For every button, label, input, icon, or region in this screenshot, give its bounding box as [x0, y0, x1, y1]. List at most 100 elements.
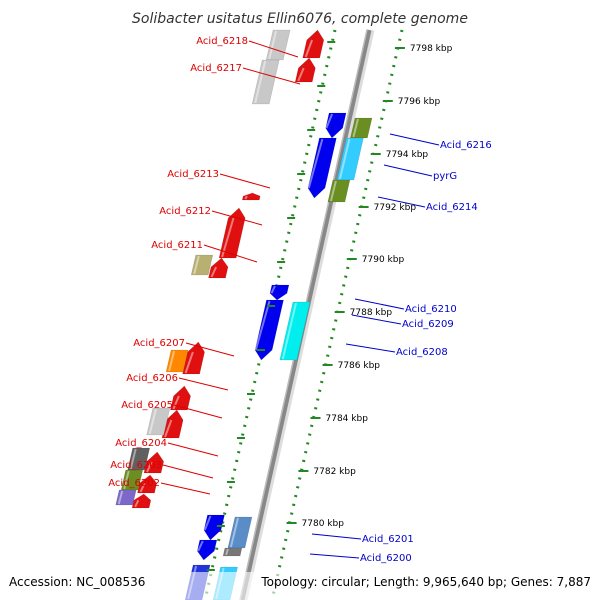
gene-label-forward: Acid_6211 [151, 240, 203, 251]
gene-label-forward: Acid_6203 [110, 460, 162, 471]
gene-block-rev-6201-a [203, 514, 225, 541]
gene-block-fwd-6206-a [170, 385, 191, 411]
gene-block-rev-pyrG [336, 137, 364, 181]
gene-block-shine-rev-6210 [270, 285, 276, 294]
gene-block-rev-6216-c [350, 117, 373, 139]
gene-block-shine-fwd-6207-a [184, 351, 194, 374]
gene-block-rev-6208 [279, 301, 311, 361]
gene-block-fwd-6218-b [294, 57, 316, 83]
leader-line-reverse [377, 196, 426, 208]
topology-text: Topology: circular; Length: 9,965,640 bp… [260, 575, 591, 589]
gene-block-rev-6214 [327, 179, 351, 203]
kbp-tick-label: 7786 kbp [338, 361, 381, 371]
gene-block-fwd-grey-b [251, 59, 280, 105]
gene-block-shine-fwd-6205 [148, 408, 157, 435]
gene-block-fwd-6218-a [302, 29, 325, 59]
gene-block-shine-fwd-6212 [221, 217, 235, 258]
leader-line-forward [162, 464, 214, 479]
gene-block-shine-rev-6208 [281, 302, 297, 360]
gene-label-reverse: Acid_6200 [360, 553, 412, 564]
leader-line-forward [219, 173, 271, 189]
gene-block-shine-rev-6200 [197, 540, 204, 552]
gene-block-fwd-6202-a [131, 493, 152, 509]
leader-line-reverse [389, 133, 440, 146]
leader-line-reverse [383, 164, 433, 177]
gene-block-fwd-6206-b [161, 409, 184, 439]
gene-label-reverse: Acid_6201 [362, 534, 414, 545]
kbp-tick-label: 7796 kbp [398, 97, 441, 107]
gene-features [115, 29, 373, 600]
gene-block-fwd-6202-b [115, 489, 137, 506]
leader-line-forward [203, 244, 258, 263]
gene-block-shine-fwd-6203 [123, 470, 130, 490]
gene-label-reverse: Acid_6208 [396, 347, 448, 358]
gene-block-fwd-6204-b [137, 474, 158, 494]
gene-block-shine-rev-6216-b [307, 138, 324, 189]
gene-block-rev-6209 [254, 299, 284, 361]
leader-line-reverse [351, 314, 402, 325]
leader-line-forward [211, 210, 263, 226]
gene-block-shine-rev-6216-a [325, 113, 334, 129]
kbp-tick-label: 7782 kbp [313, 467, 356, 477]
gene-label-forward: Acid_6212 [159, 206, 211, 217]
gene-block-shine-fwd-6206-b [164, 419, 173, 438]
gene-block-rev-6216-a [325, 112, 347, 139]
footer-backdrop [0, 572, 600, 600]
leader-line-forward [248, 40, 299, 58]
right-ruler-line [270, 29, 404, 600]
gene-block-fwd-6211-b [190, 254, 214, 276]
gene-block-shine-fwd-6213 [244, 195, 248, 200]
gene-block-shine-fwd-6211-a [210, 266, 218, 278]
leader-line-reverse [311, 533, 362, 540]
gene-block-shine-rev-6201-b [229, 517, 239, 548]
gene-block-shine-rev-6216-c [352, 118, 359, 138]
gene-block-shine-fwd-6207-b [168, 350, 176, 372]
accession-text: Accession: NC_008536 [9, 575, 145, 589]
leader-line-forward [178, 377, 229, 391]
gene-block-fwd-6204-c [127, 447, 151, 471]
ruler-ticks: 7798 kbp 7796 kbp 7794 kbp 7792 kbp 7790 kbp… [206, 41, 453, 571]
leader-line-reverse [309, 553, 360, 559]
gene-label-reverse: Acid_6214 [426, 202, 478, 213]
leader-line-forward [185, 342, 235, 357]
gene-label-forward: Acid_6205 [121, 400, 173, 411]
gene-block-rev-6216-b [307, 137, 337, 199]
gene-label-forward: Acid_6218 [196, 36, 248, 47]
gene-labels: Acid_6218 Acid_6217 Acid_6213 Acid_6212 Acid… [108, 36, 492, 564]
map-title: Solibacter usitatus Ellin6076, complete … [132, 11, 468, 27]
gene-block-shine-fwd-6206-a [172, 395, 180, 410]
gene-block-rev-6201-c [222, 547, 243, 557]
gene-block-fwd-6204-a [143, 451, 165, 474]
gene-label-forward: Acid_6207 [133, 338, 185, 349]
leader-line-forward [242, 67, 301, 85]
gene-block-shine-fwd-grey-b [254, 60, 267, 104]
gene-label-forward: Acid_6213 [167, 169, 219, 180]
gene-block-shine-rev-6201-a [203, 515, 212, 531]
gene-label-reverse: Acid_6209 [402, 319, 454, 330]
leader-line-forward [160, 482, 211, 495]
kbp-tick-label: 7780 kbp [302, 519, 345, 529]
gene-block-shine-fwd-6204-c [129, 448, 137, 470]
gene-block-shine-fwd-6204-b [139, 482, 146, 493]
leader-line-forward [167, 442, 219, 457]
gene-label-reverse: Acid_6210 [405, 304, 457, 315]
gene-block-shine-fwd-grey-a [268, 30, 278, 60]
label-leaders [160, 40, 440, 559]
kbp-tick-label: 7794 kbp [386, 150, 429, 160]
gene-block-fwd-6203 [120, 469, 144, 491]
gene-block-shine-fwd-6218-a [304, 39, 314, 58]
kbp-tick-label: 7784 kbp [326, 414, 369, 424]
gene-block-shine-fwd-6202-b [117, 490, 124, 505]
left-ruler-line [203, 29, 337, 600]
gene-block-rev-6210 [269, 284, 290, 301]
gene-label-reverse: pyrG [433, 171, 457, 182]
gene-block-shine-fwd-6211-b [193, 255, 200, 275]
gene-block-fwd-6207-a [182, 341, 205, 375]
leader-line-reverse [354, 298, 405, 310]
gene-block-fwd-6205 [146, 407, 171, 436]
gene-block-rev-6200 [196, 539, 218, 561]
gene-block-shine-rev-6214 [329, 180, 337, 202]
gene-block-shine-fwd-6202-a [134, 499, 140, 508]
gene-block-shine-rev-6209 [254, 300, 271, 351]
